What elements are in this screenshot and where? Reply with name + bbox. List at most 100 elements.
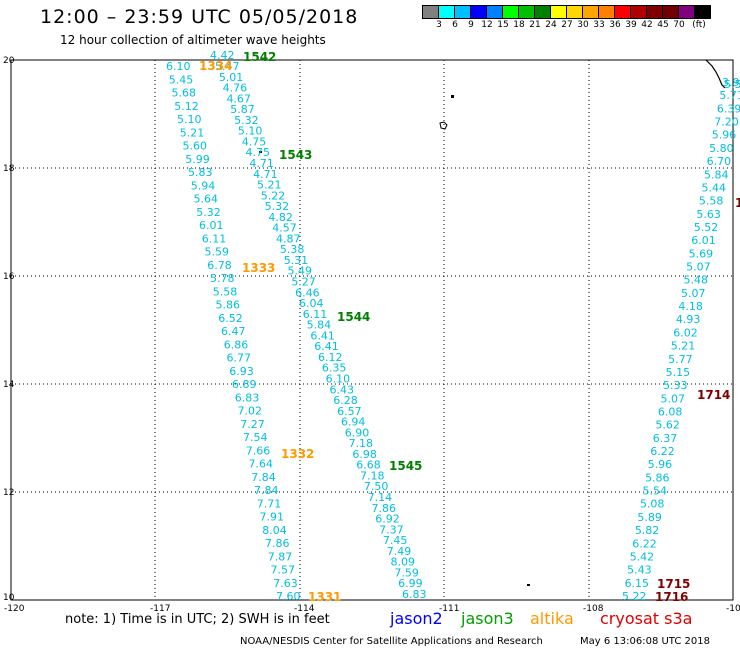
wave-height-value: 6.86 [224, 338, 249, 351]
island [527, 584, 530, 586]
page-title: 12:00 – 23:59 UTC 05/05/2018 [40, 6, 359, 28]
pass-label: 1543 [279, 148, 312, 162]
wave-height-value: 5.77 [668, 353, 693, 366]
latitude-tick-label: 12 [3, 488, 14, 498]
scale-label: 70 [673, 20, 685, 30]
island-outline [439, 121, 448, 130]
wave-height-value: 5.07 [681, 287, 706, 300]
wave-height-value: 5.54 [643, 485, 668, 498]
wave-height-value: 5.22 [261, 189, 286, 202]
wave-height-value: 7.64 [249, 458, 274, 471]
wave-height-value: 7.45 [383, 534, 408, 547]
wave-height-value: 6.68 [356, 459, 381, 472]
pass-label: 1332 [281, 447, 314, 461]
scale-label: 6 [452, 20, 458, 30]
wave-height-value: 7.20 [714, 116, 739, 129]
wave-height-value: 6.78 [207, 259, 232, 272]
wave-height-value: 5.84 [704, 168, 729, 181]
wave-height-value: 5.87 [230, 103, 255, 116]
wave-height-value: 5.60 [183, 140, 208, 153]
wave-height-value: 5.94 [191, 179, 216, 192]
island [259, 151, 262, 153]
scale-label: 24 [545, 20, 557, 30]
wave-height-value: 6.57 [337, 405, 362, 418]
wave-height-value: 5.32 [196, 206, 221, 219]
wave-height-value: 5.48 [684, 274, 709, 287]
island [451, 95, 454, 98]
wave-height-value: 5.96 [712, 129, 737, 142]
wave-height-value: 7.14 [368, 491, 393, 504]
wave-height-value: 7.50 [364, 480, 389, 493]
wave-height-value: 7.71 [257, 497, 282, 510]
legend-item: altika [530, 609, 574, 628]
wave-height-value: 7.84 [251, 471, 276, 484]
wave-height-value: 6.47 [221, 325, 246, 338]
wave-height-value: 5.5 [724, 78, 740, 91]
scale-label: 30 [577, 20, 589, 30]
wave-height-value: 6.43 [329, 383, 354, 396]
wave-height-value: 7.91 [260, 511, 285, 524]
pass-label: 1716 [655, 590, 688, 604]
longitude-tick-label: -108 [583, 604, 604, 614]
wave-height-value: 7.57 [271, 564, 296, 577]
wave-height-value: 4.75 [242, 135, 267, 148]
wave-height-value: 7.18 [360, 469, 385, 482]
wave-height-value: 4.57 [272, 222, 297, 235]
wave-height-value: 6.22 [650, 445, 675, 458]
wave-height-value: 5.12 [174, 100, 199, 113]
scale-label: 3 [436, 20, 442, 30]
wave-height-value: 7.60 [276, 590, 301, 603]
wave-height-value: 6.11 [303, 308, 328, 321]
wave-height-value: 6.94 [341, 416, 366, 429]
wave-height-value: 4.71 [253, 168, 278, 181]
longitude-tick-label: -120 [4, 604, 25, 614]
wave-height-value: 5.49 [288, 265, 313, 278]
wave-height-value: 5.78 [210, 272, 235, 285]
longitude-tick-label: -117 [150, 604, 170, 614]
wave-height-value: 6.22 [632, 537, 657, 550]
wave-height-value: 5.32 [234, 114, 259, 127]
wave-height-value: 4.18 [678, 300, 703, 313]
longitude-tick-label: -111 [439, 604, 459, 614]
wave-height-value: 4.93 [676, 313, 701, 326]
wave-height-value: 5.07 [660, 392, 685, 405]
wave-height-value: 4.71 [249, 157, 273, 170]
wave-height-value: 4.42 [210, 49, 235, 62]
wave-height-value: 6.02 [673, 326, 698, 339]
longitude-tick-label: -10 [726, 604, 740, 614]
pass-label: 1 [735, 196, 740, 210]
wave-height-value: 5.84 [307, 319, 332, 332]
wave-height-value: 4.76 [223, 82, 248, 95]
wave-height-value: 7.59 [394, 566, 419, 579]
wave-height-value: 5.58 [699, 195, 724, 208]
latitude-tick-label: 14 [3, 380, 15, 390]
wave-height-value: 5.99 [185, 153, 210, 166]
wave-height-value: 6.89 [232, 378, 257, 391]
wave-height-value: 8.04 [262, 524, 287, 537]
wave-height-value: 5.86 [216, 299, 241, 312]
wave-height-value: 6.41 [314, 340, 339, 353]
color-scale-swatches [422, 5, 711, 19]
wave-height-value: 5.86 [645, 471, 670, 484]
wave-height-value: 5.63 [696, 208, 721, 221]
wave-height-value: 5.01 [219, 71, 244, 84]
scale-unit: (ft) [692, 20, 706, 30]
scale-label: 18 [513, 20, 525, 30]
wave-height-value: 6.90 [345, 426, 370, 439]
page-subtitle: 12 hour collection of altimeter wave hei… [60, 33, 326, 47]
wave-height-value: 6.10 [166, 60, 191, 73]
wave-height-value: 5.83 [188, 166, 213, 179]
wave-height-value: 7.84 [254, 484, 279, 497]
wave-height-value: 6.28 [333, 394, 358, 407]
wave-height-value: 5.59 [205, 246, 230, 259]
wave-height-value: 7.87 [268, 550, 293, 563]
pass-label: 1545 [389, 459, 422, 473]
wave-height-value: 5.82 [635, 524, 660, 537]
wave-height-value: 5.52 [694, 221, 719, 234]
latitude-tick-label: 16 [3, 272, 15, 282]
wave-height-value: 6.83 [402, 588, 427, 601]
pass-label: 1544 [337, 310, 370, 324]
note-text: note: 1) Time is in UTC; 2) SWH is in fe… [65, 612, 330, 627]
wave-height-value: 4.67 [226, 92, 251, 105]
